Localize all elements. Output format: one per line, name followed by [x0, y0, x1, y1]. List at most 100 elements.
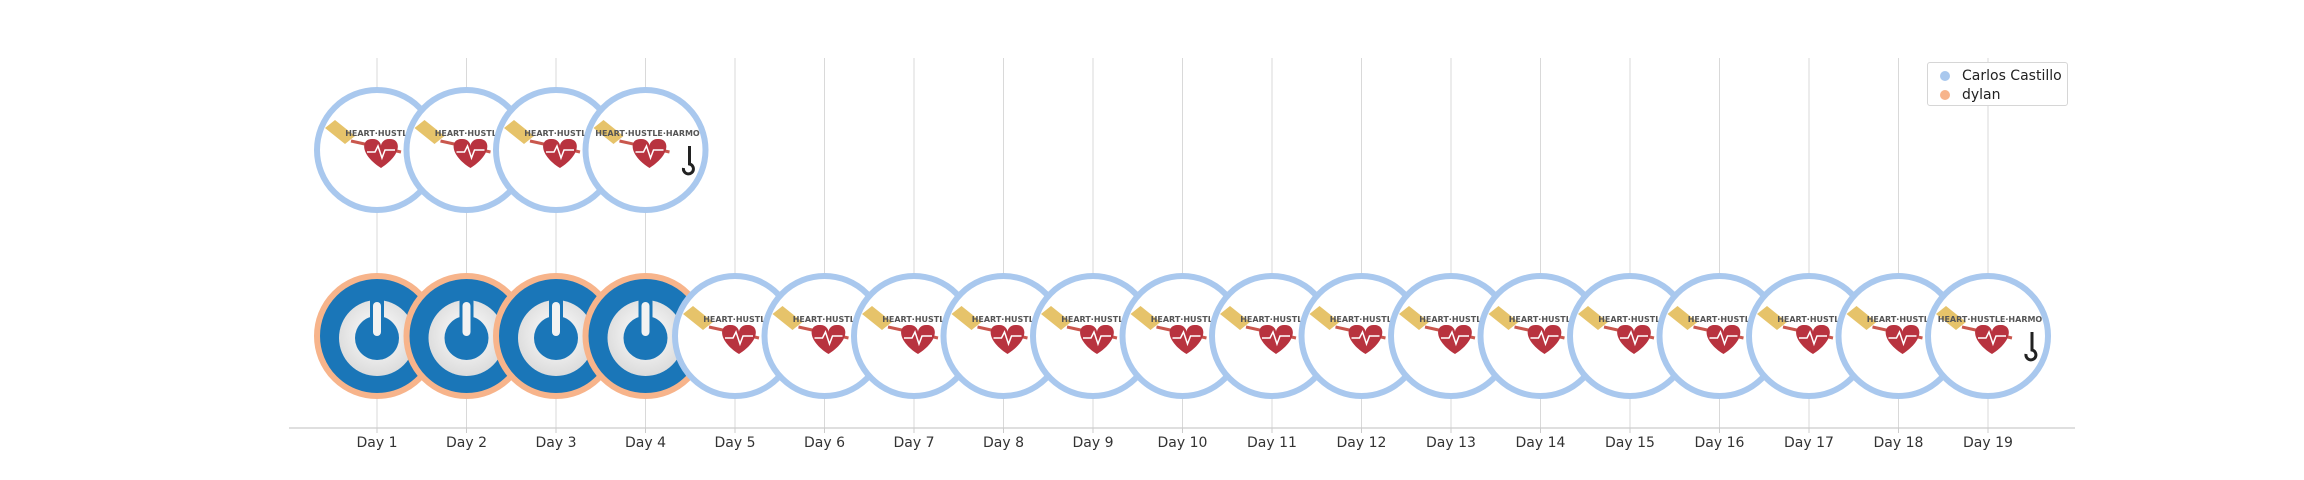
pulse-line: [725, 330, 753, 347]
pencil-icon: [414, 120, 445, 144]
data-point: HEART·HUSTLE: [1388, 273, 1514, 399]
data-point: HEART·HUSTLE: [314, 87, 440, 213]
pulse-line: [904, 330, 932, 347]
data-point: HEART·HUSTLE·HARMO: [582, 87, 709, 213]
pulse-line: [1351, 330, 1380, 347]
x-tick-label: Day 10: [1158, 435, 1208, 451]
badge-text: HEART·HUSTLE: [1330, 315, 1398, 324]
data-point: [582, 273, 709, 399]
power-icon-bar: [373, 302, 381, 336]
pulse-line: [635, 144, 664, 161]
pencil-icon: [1578, 306, 1608, 330]
pencil-icon: [1399, 306, 1429, 330]
data-point: HEART·HUSTLE: [851, 273, 977, 399]
pencil-icon: [1130, 306, 1161, 330]
badge-text: HEART·HUSTLE: [1688, 315, 1756, 324]
x-tick-label: Day 11: [1247, 435, 1297, 451]
power-icon-bar: [641, 302, 650, 336]
x-tick-label: Day 7: [893, 435, 934, 451]
x-tick-label: Day 8: [983, 435, 1024, 451]
data-point: HEART·HUSTLE: [1477, 273, 1604, 399]
badge-text: HEART·HUSTLE: [703, 315, 771, 324]
data-point: HEART·HUSTLE·HARMO: [1925, 273, 2051, 399]
pencil-icon: [1667, 306, 1698, 330]
legend-item-dylan: dylan: [1940, 86, 2001, 104]
x-tick-label: Day 2: [446, 435, 487, 451]
x-tick-labels: Day 1 Day 2 Day 3 Day 4 Day 5 Day 6 Day 7 Day 8…: [356, 428, 2013, 451]
pencil-icon: [1309, 306, 1340, 330]
pulse-line: [1709, 330, 1738, 347]
pulse-line: [1799, 330, 1827, 347]
data-marks: HEART·HUSTLE HEART·HUSTLE HEART·HUSTLE HEAR…: [314, 87, 2051, 399]
data-point: HEART·HUSTLE: [1746, 273, 1872, 399]
legend-label-carlos: Carlos Castillo: [1962, 68, 2062, 84]
stethoscope-icon: [681, 146, 695, 176]
pencil-icon: [772, 306, 803, 330]
badge-text: HEART·HUSTLE: [1867, 315, 1935, 324]
badge-text: HEART·HUSTLE: [1598, 315, 1666, 324]
pencil-icon: [1846, 306, 1877, 330]
pulse-line: [367, 144, 395, 161]
x-tick-label: Day 6: [804, 435, 845, 451]
badge-text: HEART·HUSTLE: [1061, 315, 1129, 324]
badge-text: HEART·HUSTLE: [793, 315, 861, 324]
pencil-icon: [504, 120, 534, 144]
pencil-icon: [862, 306, 892, 330]
pencil-icon: [1757, 306, 1787, 330]
pulse-line: [456, 144, 485, 161]
pulse-line: [1530, 330, 1559, 347]
x-tick-label: Day 3: [535, 435, 576, 451]
x-tick-label: Day 4: [625, 435, 666, 451]
x-tick-label: Day 12: [1337, 435, 1387, 451]
badge-text: HEART·HUSTLE·HARMO: [1938, 315, 2043, 324]
data-point: [493, 273, 619, 399]
pencil-icon: [1220, 306, 1250, 330]
pencil-icon: [683, 306, 713, 330]
x-tick-label: Day 14: [1516, 435, 1566, 451]
badge-text: HEART·HUSTLE·HARMO: [595, 129, 700, 138]
data-point: HEART·HUSTLE: [403, 87, 530, 213]
pulse-line: [1888, 330, 1917, 347]
data-point: HEART·HUSTLE: [1119, 273, 1246, 399]
pencil-icon: [1936, 306, 1966, 330]
stethoscope-icon: [2024, 332, 2038, 362]
badge-text: HEART·HUSTLE: [1419, 315, 1487, 324]
x-tick-label: Day 1: [356, 435, 397, 451]
x-tick-label: Day 9: [1072, 435, 1113, 451]
badge-text: HEART·HUSTLE: [972, 315, 1040, 324]
pulse-line: [1083, 330, 1111, 347]
data-point: [403, 273, 530, 399]
badge-text: HEART·HUSTLE: [1240, 315, 1308, 324]
x-tick-label: Day 5: [714, 435, 755, 451]
x-tick-label: Day 16: [1695, 435, 1745, 451]
x-tick-label: Day 19: [1963, 435, 2013, 451]
badge-text: HEART·HUSTLE: [882, 315, 950, 324]
data-point: HEART·HUSTLE: [1835, 273, 1962, 399]
x-tick-label: Day 13: [1426, 435, 1476, 451]
pulse-line: [993, 330, 1022, 347]
badge-text: HEART·HUSTLE: [1509, 315, 1577, 324]
data-point: [314, 273, 440, 399]
x-tick-label: Day 15: [1605, 435, 1655, 451]
pulse-line: [1262, 330, 1290, 347]
pencil-icon: [325, 120, 355, 144]
badge-text: HEART·HUSTLE: [435, 129, 503, 138]
pencil-icon: [1041, 306, 1071, 330]
badge-text: HEART·HUSTLE: [524, 129, 592, 138]
pulse-line: [546, 144, 574, 161]
power-icon-bar: [462, 302, 471, 336]
data-point: HEART·HUSTLE: [1298, 273, 1425, 399]
pencil-icon: [951, 306, 982, 330]
power-icon-bar: [552, 302, 560, 336]
pencil-icon: [593, 120, 624, 144]
x-tick-label: Day 18: [1874, 435, 1924, 451]
badge-text: HEART·HUSTLE: [345, 129, 413, 138]
pulse-line: [1172, 330, 1201, 347]
legend-item-carlos: Carlos Castillo: [1940, 67, 2062, 85]
pulse-line: [1620, 330, 1648, 347]
legend: Carlos Castillo dylan: [1927, 62, 2068, 106]
legend-marker-carlos: [1940, 71, 1950, 81]
pencil-icon: [1488, 306, 1519, 330]
pulse-line: [1978, 330, 2006, 347]
